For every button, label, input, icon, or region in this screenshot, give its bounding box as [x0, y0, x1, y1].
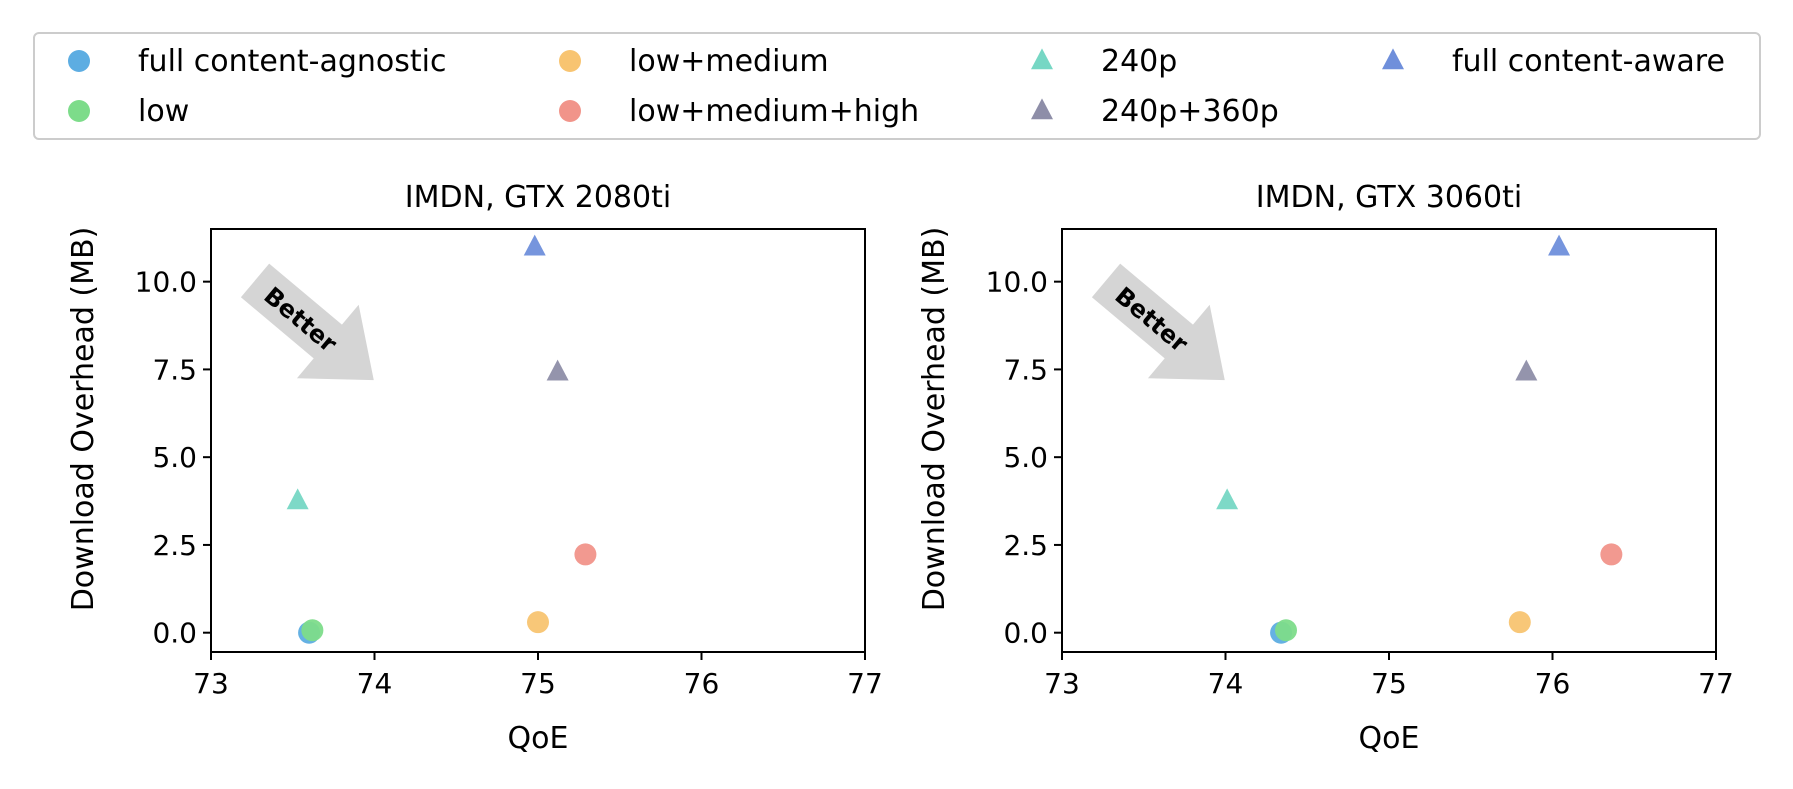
- plot-area-frame: [1061, 228, 1717, 653]
- y-tick-label: 2.5: [1003, 529, 1048, 562]
- y-tick-label: 7.5: [1003, 353, 1048, 386]
- legend-entry-full-content-agnostic: full content-agnostic: [68, 44, 446, 79]
- legend-label: low: [138, 94, 189, 129]
- better-arrow-shape: [240, 263, 374, 381]
- x-tick-label: 74: [1208, 667, 1244, 700]
- y-tick-label: 7.5: [152, 353, 197, 386]
- better-arrow-shape: [1091, 263, 1225, 381]
- better-arrow-hatch: [237, 258, 265, 296]
- y-tick-label: 5.0: [152, 441, 197, 474]
- y-tick-label: 2.5: [152, 529, 197, 562]
- x-tick-label: 76: [1535, 667, 1571, 700]
- point-full-content-aware: [1548, 234, 1571, 256]
- y-tick-label: 0.0: [152, 617, 197, 650]
- point-240p: [1216, 488, 1239, 510]
- y-tick-label: 5.0: [1003, 441, 1048, 474]
- legend-marker: [1031, 98, 1053, 120]
- point-low-medium: [1508, 611, 1531, 634]
- legend-entry-low-medium-high: low+medium+high: [559, 94, 919, 129]
- better-arrow-hatch: [1078, 249, 1105, 287]
- point-full-content-aware: [523, 234, 546, 256]
- point-low: [301, 619, 324, 642]
- legend-marker: [68, 100, 90, 122]
- x-tick-label: 77: [847, 667, 883, 700]
- x-tick-label: 77: [1698, 667, 1734, 700]
- point-240p: [286, 488, 309, 510]
- y-axis-label: Download Overhead (MB): [66, 227, 101, 612]
- x-tick-label: 73: [193, 667, 229, 700]
- legend-frame: [33, 32, 1761, 140]
- better-arrow-hatch: [1083, 254, 1111, 292]
- point-low-medium-high: [574, 543, 597, 566]
- better-arrow-hatch: [232, 254, 260, 292]
- legend-label: low+medium: [629, 44, 829, 79]
- legend-entry-low-medium: low+medium: [559, 44, 829, 79]
- legend: full content-agnostic low+medium 240p full …: [33, 32, 1761, 140]
- legend-label: low+medium+high: [629, 94, 919, 129]
- legend-label: full content-agnostic: [138, 44, 446, 79]
- legend-label: 240p+360p: [1101, 94, 1279, 129]
- legend-marker: [559, 100, 581, 122]
- x-tick-label: 75: [1371, 667, 1407, 700]
- x-tick-label: 74: [357, 667, 393, 700]
- point-low-medium-high: [1600, 543, 1623, 566]
- y-tick-label: 10.0: [135, 266, 197, 299]
- x-axis-label: QoE: [1359, 721, 1420, 756]
- legend-marker: [1382, 48, 1404, 70]
- legend-marker: [559, 50, 581, 72]
- point-low: [1274, 619, 1297, 642]
- legend-marker: [1031, 48, 1053, 70]
- legend-entry-low: low: [68, 94, 189, 129]
- chart-panel-gtx-3060ti: IMDN, GTX 3060ti Download Overhead (MB) …: [917, 180, 1734, 756]
- point-240p-360p: [1515, 359, 1538, 381]
- plot-area-frame: [210, 228, 866, 653]
- y-axis-label: Download Overhead (MB): [917, 227, 952, 612]
- legend-entry-240p: 240p: [1031, 44, 1177, 79]
- point-240p-360p: [546, 359, 569, 381]
- better-arrow: Better: [1078, 249, 1225, 381]
- legend-entry-full-content-aware: full content-aware: [1382, 44, 1725, 79]
- y-tick-label: 0.0: [1003, 617, 1048, 650]
- x-tick-label: 76: [684, 667, 720, 700]
- chart-panel-gtx-2080ti: IMDN, GTX 2080ti Download Overhead (MB) …: [66, 180, 883, 756]
- y-tick-label: 10.0: [986, 266, 1048, 299]
- legend-marker: [68, 50, 90, 72]
- point-low-medium: [527, 611, 549, 634]
- better-arrow: Better: [227, 249, 374, 381]
- chart-title: IMDN, GTX 3060ti: [1256, 180, 1522, 215]
- better-arrow-hatch: [227, 249, 254, 287]
- legend-label: 240p: [1101, 44, 1177, 79]
- better-arrow-hatch: [1088, 258, 1116, 296]
- legend-entry-240p-360p: 240p+360p: [1031, 94, 1279, 129]
- x-axis-label: QoE: [508, 721, 569, 756]
- x-tick-label: 75: [520, 667, 556, 700]
- x-tick-label: 73: [1044, 667, 1080, 700]
- legend-label: full content-aware: [1452, 44, 1725, 79]
- chart-title: IMDN, GTX 2080ti: [405, 180, 671, 215]
